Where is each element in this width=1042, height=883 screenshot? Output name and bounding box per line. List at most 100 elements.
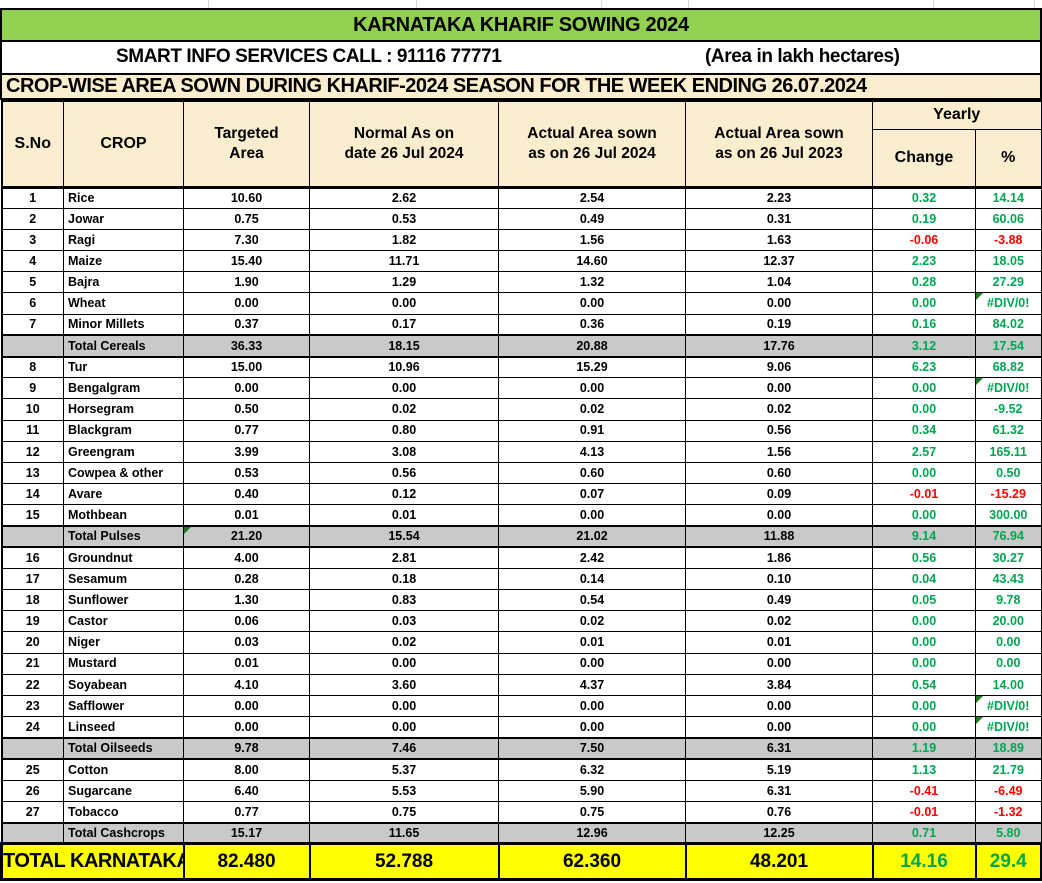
cell-yearly-pct[interactable]: 5.80 xyxy=(975,821,1042,845)
cell-yearly-change[interactable]: 9.14 xyxy=(872,524,976,549)
cell-sno[interactable]: 11 xyxy=(1,419,64,442)
table-row[interactable]: 16 Groundnut 4.00 2.81 2.42 1.86 0.56 30… xyxy=(1,546,1042,569)
cell-targeted-area[interactable]: 0.06 xyxy=(183,610,310,633)
cell-yearly-change[interactable]: 0.05 xyxy=(872,589,976,612)
cell-actual-2024[interactable]: 2.54 xyxy=(498,186,686,209)
cell-sno[interactable]: 8 xyxy=(1,355,64,379)
cell-yearly-pct[interactable]: 18.89 xyxy=(975,736,1042,761)
cell-targeted-area[interactable]: 0.50 xyxy=(183,398,310,421)
cell-actual-2023[interactable]: 6.31 xyxy=(685,736,873,761)
cell-normal-asof[interactable]: 1.29 xyxy=(309,271,499,294)
table-row[interactable]: 5 Bajra 1.90 1.29 1.32 1.04 0.28 27.29 xyxy=(1,271,1042,294)
cell-actual-2023[interactable]: 6.31 xyxy=(685,779,873,802)
cell-yearly-change[interactable]: 0.19 xyxy=(872,207,976,230)
header-yearly-pct[interactable]: % xyxy=(975,128,1042,189)
table-row[interactable]: 21 Mustard 0.01 0.00 0.00 0.00 0.00 0.00 xyxy=(1,652,1042,675)
cell-crop[interactable]: Total Pulses xyxy=(63,524,184,549)
cell-targeted-area[interactable]: 0.01 xyxy=(183,652,310,675)
cell-crop[interactable]: Wheat xyxy=(63,292,184,315)
cell-sno[interactable]: 22 xyxy=(1,673,64,697)
table-row[interactable]: 20 Niger 0.03 0.02 0.01 0.01 0.00 0.00 xyxy=(1,631,1042,654)
cell-yearly-pct[interactable]: 14.00 xyxy=(975,673,1042,697)
table-row[interactable]: 19 Castor 0.06 0.03 0.02 0.02 0.00 20.00 xyxy=(1,610,1042,633)
cell-normal-asof[interactable]: 5.37 xyxy=(309,758,499,781)
table-row[interactable]: 22 Soyabean 4.10 3.60 4.37 3.84 0.54 14.… xyxy=(1,673,1042,697)
cell-yearly-change[interactable]: -0.41 xyxy=(872,779,976,802)
total-targeted-cell[interactable]: 82.480 xyxy=(182,842,311,882)
cell-yearly-change[interactable]: 0.00 xyxy=(872,461,976,485)
cell-crop[interactable]: Bajra xyxy=(63,271,184,294)
cell-yearly-pct[interactable]: -3.88 xyxy=(975,228,1042,252)
cell-crop[interactable]: Rice xyxy=(63,186,184,209)
table-row[interactable]: 3 Ragi 7.30 1.82 1.56 1.63 -0.06 -3.88 xyxy=(1,228,1042,252)
cell-crop[interactable]: Ragi xyxy=(63,228,184,252)
cell-sno[interactable]: 14 xyxy=(1,483,64,506)
cell-crop[interactable]: Cotton xyxy=(63,758,184,781)
cell-sno[interactable]: 9 xyxy=(1,377,64,400)
cell-yearly-pct[interactable]: 43.43 xyxy=(975,567,1042,591)
cell-crop[interactable]: Maize xyxy=(63,250,184,273)
cell-crop[interactable]: Sunflower xyxy=(63,589,184,612)
cell-actual-2023[interactable]: 0.02 xyxy=(685,610,873,633)
cell-yearly-pct[interactable]: #DIV/0! xyxy=(975,377,1042,400)
cell-targeted-area[interactable]: 0.00 xyxy=(183,694,310,718)
cell-actual-2023[interactable]: 0.00 xyxy=(685,292,873,315)
table-row[interactable]: 7 Minor Millets 0.37 0.17 0.36 0.19 0.16… xyxy=(1,313,1042,336)
cell-actual-2023[interactable]: 5.19 xyxy=(685,758,873,781)
cell-actual-2024[interactable]: 0.36 xyxy=(498,313,686,336)
cell-targeted-area[interactable]: 1.30 xyxy=(183,589,310,612)
cell-yearly-pct[interactable]: 18.05 xyxy=(975,250,1042,273)
cell-yearly-change[interactable]: 0.54 xyxy=(872,673,976,697)
cell-crop[interactable]: Sugarcane xyxy=(63,779,184,802)
cell-actual-2023[interactable]: 0.00 xyxy=(685,716,873,739)
cell-crop[interactable]: Blackgram xyxy=(63,419,184,442)
cell-actual-2024[interactable]: 0.02 xyxy=(498,610,686,633)
cell-crop[interactable]: Linseed xyxy=(63,716,184,739)
cell-normal-asof[interactable]: 0.17 xyxy=(309,313,499,336)
total-actual-2024-cell[interactable]: 62.360 xyxy=(497,842,687,882)
cell-yearly-pct[interactable]: 9.78 xyxy=(975,589,1042,612)
cell-yearly-change[interactable]: 0.00 xyxy=(872,504,976,527)
cell-sno[interactable]: 13 xyxy=(1,461,64,485)
cell-actual-2023[interactable]: 17.76 xyxy=(685,334,873,358)
cell-yearly-change[interactable]: 0.00 xyxy=(872,694,976,718)
cell-actual-2024[interactable]: 1.32 xyxy=(498,271,686,294)
cell-targeted-area[interactable]: 0.37 xyxy=(183,313,310,336)
cell-actual-2023[interactable]: 0.00 xyxy=(685,694,873,718)
cell-targeted-area[interactable]: 21.20 xyxy=(183,524,310,549)
cell-crop[interactable]: Jowar xyxy=(63,207,184,230)
cell-normal-asof[interactable]: 0.00 xyxy=(309,652,499,675)
cell-actual-2024[interactable]: 0.00 xyxy=(498,652,686,675)
table-row[interactable]: 10 Horsegram 0.50 0.02 0.02 0.02 0.00 -9… xyxy=(1,398,1042,421)
cell-sno[interactable]: 24 xyxy=(1,716,64,739)
cell-normal-asof[interactable]: 0.02 xyxy=(309,631,499,654)
cell-sno[interactable] xyxy=(1,524,64,549)
table-row[interactable]: 1 Rice 10.60 2.62 2.54 2.23 0.32 14.14 xyxy=(1,186,1042,209)
cell-yearly-pct[interactable]: 17.54 xyxy=(975,334,1042,358)
cell-normal-asof[interactable]: 0.12 xyxy=(309,483,499,506)
cell-crop[interactable]: Soyabean xyxy=(63,673,184,697)
cell-yearly-pct[interactable]: 76.94 xyxy=(975,524,1042,549)
cell-normal-asof[interactable]: 11.71 xyxy=(309,250,499,273)
cell-sno[interactable]: 21 xyxy=(1,652,64,675)
report-banner-cell[interactable]: CROP-WISE AREA SOWN DURING KHARIF-2024 S… xyxy=(0,73,1042,100)
total-change-cell[interactable]: 14.16 xyxy=(871,842,977,882)
cell-targeted-area[interactable]: 6.40 xyxy=(183,779,310,802)
cell-yearly-change[interactable]: 0.16 xyxy=(872,313,976,336)
cell-yearly-pct[interactable]: 21.79 xyxy=(975,758,1042,781)
cell-actual-2023[interactable]: 11.88 xyxy=(685,524,873,549)
cell-actual-2024[interactable]: 0.14 xyxy=(498,567,686,591)
total-label-cell[interactable]: TOTAL KARNATAKA xyxy=(0,842,185,882)
total-row[interactable]: TOTAL KARNATAKA 82.480 52.788 62.360 48.… xyxy=(0,842,1042,882)
cell-actual-2024[interactable]: 12.96 xyxy=(498,821,686,845)
cell-crop[interactable]: Mustard xyxy=(63,652,184,675)
cell-targeted-area[interactable]: 4.00 xyxy=(183,546,310,569)
cell-sno[interactable]: 15 xyxy=(1,504,64,527)
cell-targeted-area[interactable]: 0.28 xyxy=(183,567,310,591)
cell-yearly-change[interactable]: 2.23 xyxy=(872,250,976,273)
cell-yearly-pct[interactable]: 0.00 xyxy=(975,652,1042,675)
cell-sno[interactable]: 26 xyxy=(1,779,64,802)
cell-yearly-change[interactable]: 0.00 xyxy=(872,292,976,315)
cell-actual-2024[interactable]: 4.37 xyxy=(498,673,686,697)
cell-yearly-change[interactable]: 0.34 xyxy=(872,419,976,442)
